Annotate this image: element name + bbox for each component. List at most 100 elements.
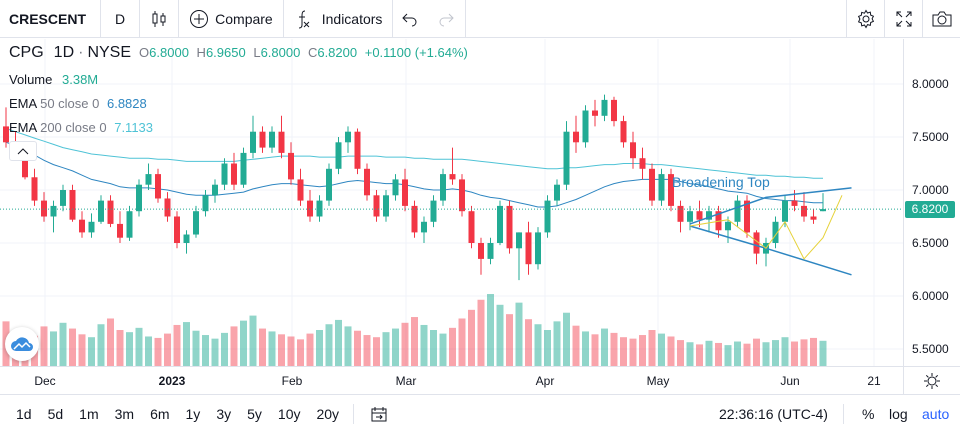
range-6m[interactable]: 6m <box>150 406 170 422</box>
indicator-value: 7.1133 <box>114 120 154 135</box>
redo-button[interactable] <box>427 0 467 38</box>
candle-body <box>544 200 551 233</box>
candle-body <box>525 232 532 265</box>
candle-body <box>221 163 228 185</box>
collapse-legend-button[interactable] <box>9 141 37 161</box>
log-toggle[interactable]: log <box>889 406 908 422</box>
range-3y[interactable]: 3y <box>216 406 232 422</box>
price-axis[interactable]: 8.0000 7.5000 7.0000 6.5000 6.0000 5.500… <box>903 39 960 366</box>
range-1y[interactable]: 1y <box>185 406 201 422</box>
price-tick: 7.5000 <box>912 130 949 144</box>
candle-body <box>658 174 665 201</box>
candle-body <box>98 200 104 222</box>
ema200-line <box>5 128 823 179</box>
auto-toggle[interactable]: auto <box>922 406 950 422</box>
volume-bar <box>648 330 656 366</box>
candle-body <box>183 234 190 243</box>
candle-body <box>506 205 513 249</box>
price-tick: 6.0000 <box>912 289 949 303</box>
settings-button[interactable] <box>846 0 884 38</box>
volume-bar <box>240 320 247 366</box>
indicator-params: 50 close 0 <box>40 96 100 111</box>
undo-button[interactable] <box>393 0 427 38</box>
time-tick: Apr <box>535 374 555 388</box>
goto-date-button[interactable] <box>362 406 396 422</box>
interval-button[interactable]: D <box>101 0 141 38</box>
range-5d[interactable]: 5d <box>47 406 64 422</box>
candle-body <box>668 174 674 206</box>
candle-body <box>478 243 484 259</box>
indicator-name: Volume <box>9 72 53 87</box>
volume-bar <box>477 299 485 366</box>
candle-body <box>782 200 788 222</box>
candle-body <box>601 99 608 116</box>
candle-body <box>791 200 798 206</box>
volume-bar <box>458 318 466 366</box>
candle-body <box>250 131 256 153</box>
candle-body <box>715 211 722 231</box>
volume-bar <box>325 324 333 366</box>
volume-bar <box>202 335 209 366</box>
candle-body <box>554 184 560 201</box>
price-tick: 7.0000 <box>912 183 949 197</box>
candle-body <box>573 131 579 143</box>
volume-bar <box>316 330 323 366</box>
volume-bar <box>211 338 219 366</box>
volume-bar <box>762 342 770 366</box>
chart-settings-corner[interactable] <box>903 366 960 394</box>
volume-bar <box>572 325 580 366</box>
candle-body <box>79 219 85 233</box>
volume-bar <box>268 331 276 366</box>
clock[interactable]: 22:36:16 (UTC-4) <box>719 406 828 422</box>
snapshot-button[interactable] <box>922 0 960 38</box>
volume-bar <box>506 314 513 366</box>
volume-bar <box>791 341 798 366</box>
sun-gear-icon <box>924 372 940 389</box>
percent-toggle[interactable]: % <box>862 406 875 422</box>
volume-bar <box>373 337 380 366</box>
price-chart[interactable] <box>0 39 903 366</box>
range-10y[interactable]: 10y <box>277 406 301 422</box>
range-5y[interactable]: 5y <box>247 406 262 422</box>
indicator-ema200-legend[interactable]: EMA 200 close 0 7.1133 <box>9 120 153 135</box>
volume-bar <box>496 304 504 366</box>
volume-bar <box>50 331 57 366</box>
range-1d[interactable]: 1d <box>16 406 32 422</box>
brand-logo[interactable] <box>5 327 39 361</box>
indicator-value: 6.8828 <box>106 96 147 111</box>
candle-body <box>753 232 760 254</box>
undo-icon <box>402 13 417 26</box>
range-3m[interactable]: 3m <box>114 406 135 422</box>
symbol-search-button[interactable]: CRESCENT <box>0 0 102 38</box>
volume-bar <box>306 333 314 366</box>
pattern-label[interactable]: Broadening Top <box>672 174 770 190</box>
candle-body <box>687 211 693 222</box>
time-tick: Feb <box>281 374 303 388</box>
chart-pane[interactable] <box>0 39 903 366</box>
indicator-volume-legend[interactable]: Volume 3.38M <box>9 72 98 87</box>
candle-body <box>373 195 380 217</box>
volume-bar <box>525 319 532 366</box>
compare-button[interactable]: Compare <box>179 0 284 38</box>
bottom-toolbar: 1d 5d 1m 3m 6m 1y 3y 5y 10y 20y 22:36:16… <box>0 394 960 433</box>
volume-bar <box>743 343 751 366</box>
candle-body <box>620 121 627 143</box>
fullscreen-button[interactable] <box>884 0 922 38</box>
indicator-ema50-legend[interactable]: EMA 50 close 0 6.8828 <box>9 96 147 111</box>
top-toolbar: CRESCENT D Compare Indicators <box>0 0 960 38</box>
candle-body <box>677 205 684 222</box>
indicators-button[interactable]: Indicators <box>284 0 394 38</box>
chart-type-button[interactable] <box>140 0 180 38</box>
volume-bar <box>686 342 694 366</box>
indicator-name: EMA <box>9 96 37 111</box>
volume-bar <box>591 334 599 366</box>
legend-ticker[interactable]: CPG <box>9 44 44 61</box>
pattern-lower-line <box>689 225 852 276</box>
volume-bar <box>78 334 86 366</box>
time-axis[interactable]: Dec 2023 Feb Mar Apr May Jun 21 <box>0 366 903 394</box>
compare-label: Compare <box>215 10 273 27</box>
candle-body <box>516 232 522 249</box>
range-1m[interactable]: 1m <box>79 406 99 422</box>
candle-body <box>440 174 446 201</box>
range-20y[interactable]: 20y <box>316 406 340 422</box>
